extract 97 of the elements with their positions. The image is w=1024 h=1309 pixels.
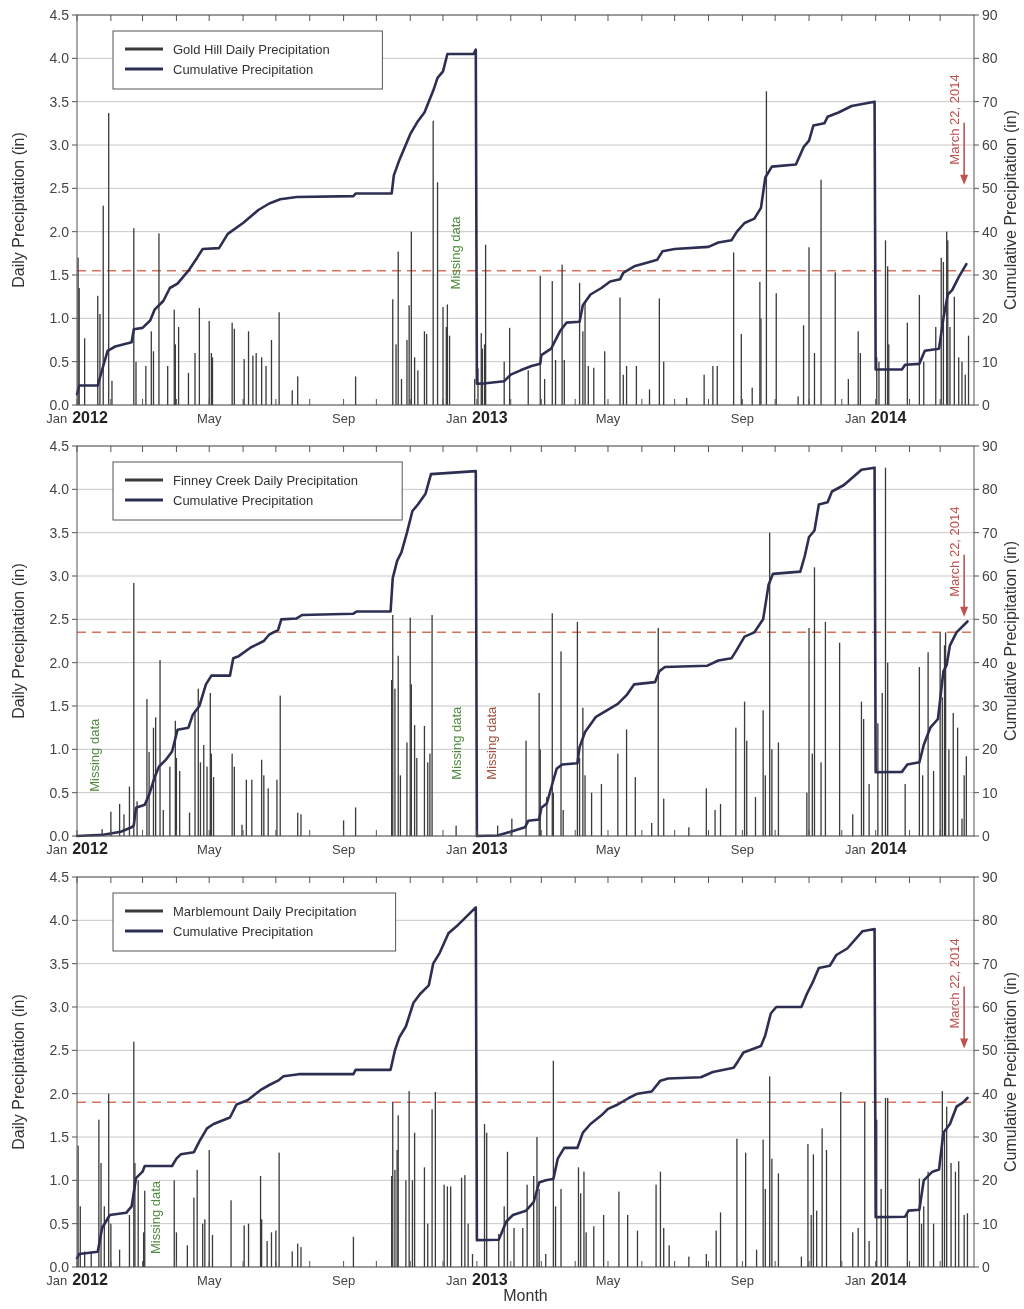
y2-tick-label: 30 [982,698,998,714]
y-axis-title: Daily Precipitation (in) [10,994,27,1150]
y-tick-label: 2.5 [49,1042,70,1059]
y2-tick-label: 0 [982,828,990,844]
y2-tick-label: 70 [982,955,998,972]
legend-label: Marblemount Daily Precipitation [173,904,357,919]
y2-tick-label: 90 [982,438,998,454]
y2-axis-title: Cumulative Precipitation (in) [1002,971,1019,1173]
y-tick-label: 3.0 [49,568,70,584]
annotation: March 22, 2014 [947,938,963,1029]
y2-tick-label: 80 [982,481,998,498]
x-tick-label: May [595,411,621,426]
y-tick-label: 0.5 [49,784,70,801]
y2-tick-label: 60 [982,137,998,153]
y2-tick-label: 0 [982,1259,990,1275]
y-tick-label: 1.0 [49,310,70,327]
legend-label: Cumulative Precipitation [173,493,314,508]
x-tick-label: Jan 2014 [844,840,907,857]
y-tick-label: 4.0 [49,50,70,67]
x-tick-label: Sep [332,842,356,857]
legend-label: Gold Hill Daily Precipitation [173,42,330,57]
y2-tick-label: 10 [982,353,998,370]
annotation: Missing data [148,1180,164,1254]
x-axis-title: Month [503,1287,548,1304]
x-tick-label: Jan 2013 [446,1271,508,1288]
x-tick-label: Sep [332,1273,356,1288]
line-series [75,906,969,1260]
y2-tick-label: 20 [982,1172,998,1189]
y2-tick-label: 50 [982,180,998,197]
x-tick-label: Sep [332,411,356,426]
y2-tick-label: 50 [982,611,998,628]
y-tick-label: 3.5 [49,524,70,541]
annotation: Missing data [87,718,103,792]
y-tick-label: 2.0 [49,654,70,671]
y-axis-title: Daily Precipitation (in) [10,132,27,288]
y2-tick-label: 70 [982,524,998,541]
annotation: Missing data [449,705,465,780]
annotation: March 22, 2014 [947,74,963,165]
y-tick-label: 2.5 [49,611,70,628]
y2-tick-label: 30 [982,267,998,283]
y-tick-label: 1.5 [49,1129,70,1145]
x-tick-label: Jan 2013 [446,409,508,426]
y-tick-label: 0.5 [49,353,70,370]
y-axis-title: Daily Precipitation (in) [10,563,27,719]
annotation: Missing data [484,705,500,780]
y2-tick-label: 80 [982,912,998,929]
y-tick-label: 4.0 [49,912,70,929]
y2-tick-label: 40 [982,654,998,671]
x-tick-label: May [595,842,621,857]
x-tick-label: Jan 2013 [446,840,508,857]
y2-tick-label: 10 [982,784,998,801]
y2-tick-label: 70 [982,93,998,110]
x-tick-label: May [196,1273,222,1288]
y2-tick-label: 80 [982,50,998,67]
y-tick-label: 1.0 [49,1172,70,1189]
y2-tick-label: 40 [982,1085,998,1102]
y-tick-label: 2.5 [49,180,70,197]
y2-tick-label: 90 [982,7,998,23]
x-tick-label: Sep [730,411,754,426]
y2-tick-label: 60 [982,999,998,1015]
y-tick-label: 3.0 [49,137,70,153]
x-tick-label: Jan 2014 [844,409,907,426]
y2-tick-label: 50 [982,1042,998,1059]
x-tick-label: Sep [730,842,754,857]
y2-tick-label: 20 [982,310,998,327]
y2-tick-label: 60 [982,568,998,584]
x-tick-label: May [196,842,222,857]
x-tick-label: May [196,411,222,426]
legend-label: Cumulative Precipitation [173,924,314,939]
x-tick-label: Jan 2014 [844,1271,907,1288]
y-tick-label: 2.0 [49,223,70,240]
y-tick-label: 2.0 [49,1085,70,1102]
y2-tick-label: 30 [982,1129,998,1145]
y-tick-label: 3.0 [49,999,70,1015]
y2-tick-label: 90 [982,869,998,885]
y-tick-label: 1.5 [49,267,70,283]
y2-axis-title: Cumulative Precipitation (in) [1002,109,1019,311]
legend-label: Finney Creek Daily Precipitation [173,473,358,488]
annotation: Missing data [447,215,463,290]
y2-tick-label: 20 [982,741,998,758]
y-tick-label: 1.0 [49,741,70,758]
x-tick-label: Sep [730,1273,754,1288]
y-tick-label: 3.5 [49,93,70,110]
x-tick-label: May [595,1273,621,1288]
y2-tick-label: 40 [982,223,998,240]
y-tick-label: 3.5 [49,955,70,972]
y2-tick-label: 0 [982,397,990,413]
annotation: March 22, 2014 [947,506,963,597]
legend-label: Cumulative Precipitation [173,62,314,77]
y-tick-label: 1.5 [49,698,70,714]
y2-axis-title: Cumulative Precipitation (in) [1002,540,1019,742]
y-tick-label: 4.0 [49,481,70,498]
y-tick-label: 0.5 [49,1215,70,1232]
y-tick-label: 4.5 [49,869,70,885]
y-tick-label: 4.5 [49,7,70,23]
y-tick-label: 4.5 [49,438,70,454]
y2-tick-label: 10 [982,1215,998,1232]
